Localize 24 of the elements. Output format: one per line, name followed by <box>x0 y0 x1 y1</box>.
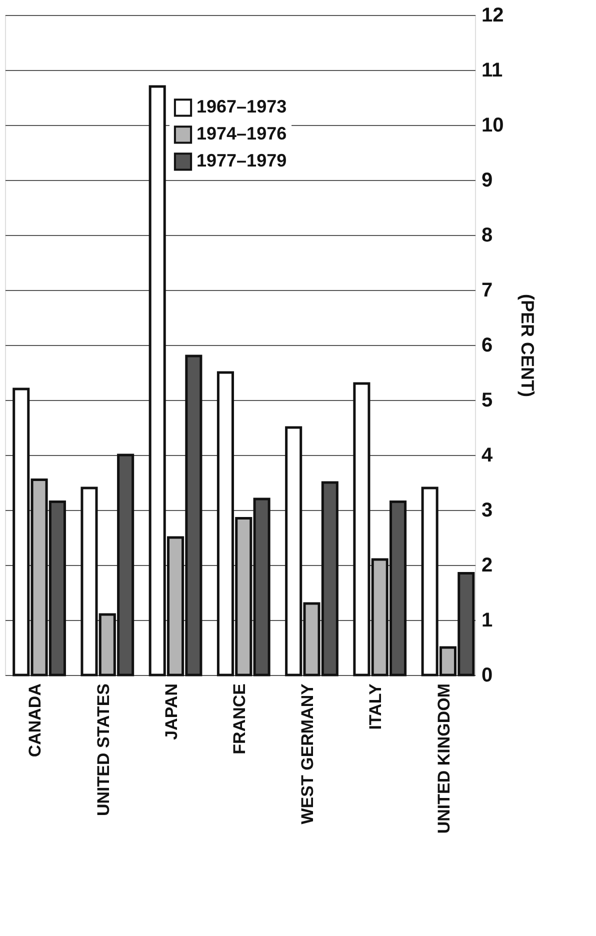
legend-label: 1974–1976 <box>196 124 287 144</box>
y-tick-label: 3 <box>482 500 493 522</box>
x-tick-label: WEST GERMANY <box>298 682 318 824</box>
y-tick-label: 11 <box>482 60 503 82</box>
x-tick-label: FRANCE <box>230 684 249 754</box>
x-tick-label: UNITED STATES <box>94 684 113 816</box>
y-tick-label: 6 <box>482 334 493 356</box>
y-tick-label: 2 <box>482 554 493 576</box>
legend-label: 1977–1979 <box>196 150 287 171</box>
y-tick-label: 8 <box>482 224 493 246</box>
x-tick-label: CANADA <box>26 684 45 758</box>
x-tick-label: JAPAN <box>162 684 181 740</box>
y-tick-label: 7 <box>482 280 493 302</box>
y-tick-label: 1 <box>482 610 493 632</box>
y-axis-title: (PER CENT) <box>518 294 538 398</box>
y-tick-label: 0 <box>482 664 493 686</box>
y-tick-label: 12 <box>482 4 504 26</box>
x-tick-label: ITALY <box>366 682 386 730</box>
y-tick-label: 5 <box>482 390 493 412</box>
x-tick-label: UNITED KINGDOM <box>434 684 454 834</box>
legend-label: 1967–1973 <box>196 96 287 117</box>
y-tick-label: 4 <box>482 444 494 466</box>
y-tick-label: 10 <box>482 114 504 136</box>
y-tick-label: 9 <box>482 170 493 192</box>
